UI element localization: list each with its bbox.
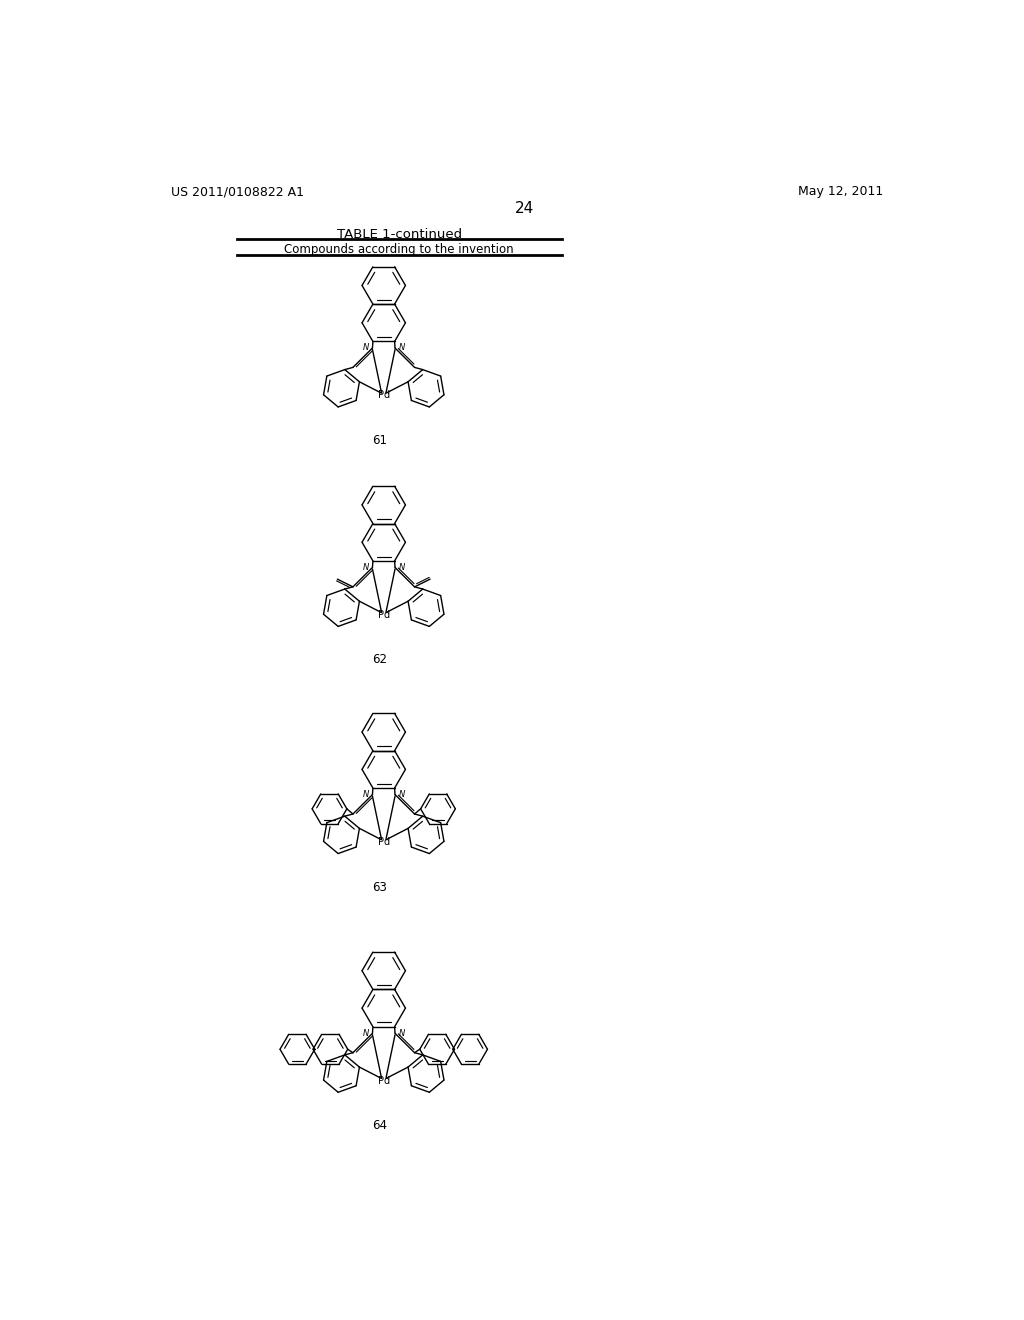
Text: Pd: Pd — [378, 1076, 390, 1086]
Text: Pd: Pd — [378, 837, 390, 847]
Text: 24: 24 — [515, 201, 535, 215]
Text: 64: 64 — [373, 1119, 387, 1133]
Text: 63: 63 — [373, 880, 387, 894]
Text: N: N — [362, 1028, 369, 1038]
Text: N: N — [362, 791, 369, 799]
Text: N: N — [399, 343, 406, 352]
Text: Pd: Pd — [378, 391, 390, 400]
Text: Compounds according to the invention: Compounds according to the invention — [285, 243, 514, 256]
Text: N: N — [362, 562, 369, 572]
Text: May 12, 2011: May 12, 2011 — [799, 185, 884, 198]
Text: N: N — [399, 1028, 406, 1038]
Text: TABLE 1-continued: TABLE 1-continued — [337, 227, 462, 240]
Text: 61: 61 — [373, 434, 387, 447]
Text: 62: 62 — [373, 653, 387, 667]
Text: N: N — [362, 343, 369, 352]
Text: N: N — [399, 562, 406, 572]
Text: US 2011/0108822 A1: US 2011/0108822 A1 — [171, 185, 304, 198]
Text: N: N — [399, 791, 406, 799]
Text: Pd: Pd — [378, 610, 390, 620]
